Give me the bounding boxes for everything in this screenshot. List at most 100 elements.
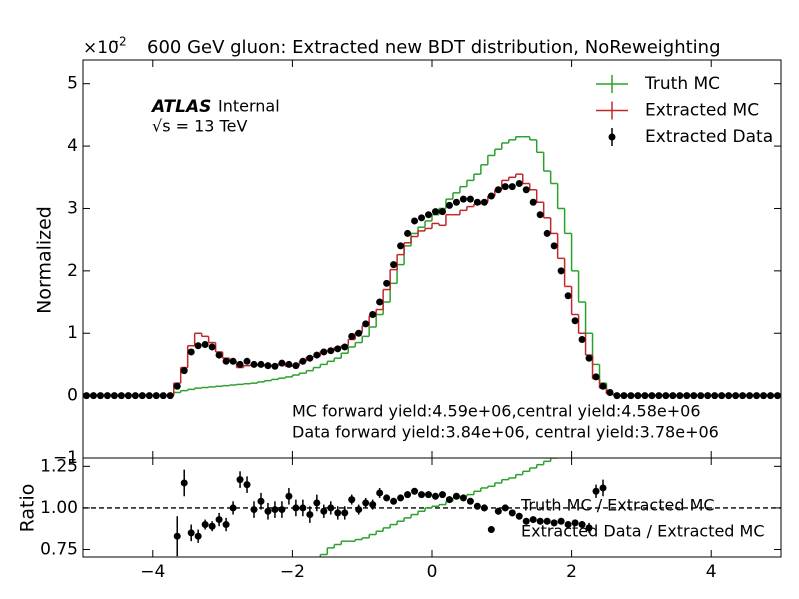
- data-point: [383, 494, 391, 502]
- data-point: [194, 532, 202, 540]
- data-point: [711, 392, 719, 400]
- data-point: [285, 492, 293, 500]
- data-point: [173, 532, 181, 540]
- data-point: [208, 343, 216, 351]
- legend-marker: [608, 133, 616, 141]
- data-point: [159, 392, 167, 400]
- data-point: [229, 504, 237, 512]
- data-point: [704, 392, 712, 400]
- x-tick-label: 2: [566, 562, 577, 582]
- data-point: [753, 392, 761, 400]
- mc-yield: MC forward yield:4.59e+06,central yield:…: [292, 402, 701, 421]
- data-point: [480, 504, 488, 512]
- multiplier-exponent: −2: [109, 35, 127, 49]
- data-point: [229, 357, 237, 365]
- data-point: [411, 217, 419, 225]
- data-point: [418, 491, 426, 499]
- data-point: [543, 229, 551, 237]
- data-point: [404, 491, 412, 499]
- labels: ×10 −2 600 GeV gluon: Extracted new BDT …: [17, 35, 782, 582]
- data-point: [257, 360, 265, 368]
- data-point: [425, 211, 433, 219]
- data-point: [487, 526, 495, 534]
- data-point: [522, 517, 530, 525]
- data-point: [278, 506, 286, 514]
- x-tick-label: −4: [140, 562, 165, 582]
- data-point: [466, 497, 474, 505]
- data-point: [271, 362, 279, 370]
- data-point: [508, 183, 516, 191]
- data-point: [299, 357, 307, 365]
- legend-label: Extracted MC: [645, 101, 759, 121]
- data-point: [187, 529, 195, 537]
- data-point: [515, 512, 523, 520]
- data-point: [243, 357, 251, 365]
- data-point: [564, 292, 572, 300]
- data-point: [585, 354, 593, 362]
- data-point: [487, 192, 495, 200]
- data-point: [445, 201, 453, 209]
- data-point: [355, 329, 363, 337]
- data-point: [404, 229, 412, 237]
- data-point: [459, 494, 467, 502]
- data-point: [655, 392, 663, 400]
- data-point: [180, 479, 188, 487]
- legend-entry: Extracted MC: [596, 101, 759, 121]
- x-tick-label: 4: [706, 562, 717, 582]
- data-point: [529, 198, 537, 206]
- data-point: [376, 298, 384, 306]
- data-yield: Data forward yield:3.84e+06, central yie…: [292, 423, 719, 442]
- data-point: [257, 497, 265, 505]
- data-point: [578, 335, 586, 343]
- data-point: [264, 507, 272, 515]
- data-point: [557, 267, 565, 275]
- data-point: [425, 491, 433, 499]
- data-point: [571, 519, 579, 527]
- data-point: [250, 360, 258, 368]
- data-point: [515, 180, 523, 188]
- data-point: [306, 511, 314, 519]
- data-point: [592, 487, 600, 495]
- data-point: [180, 367, 188, 375]
- y-tick-label: 0.75: [40, 540, 78, 560]
- y-tick-label: 4: [67, 136, 78, 156]
- main-panel: [83, 135, 781, 400]
- data-point: [390, 497, 398, 505]
- data-point: [173, 382, 181, 390]
- data-point: [152, 392, 160, 400]
- data-point: [599, 382, 607, 390]
- data-point: [494, 507, 502, 515]
- data-point: [732, 392, 740, 400]
- data-point: [536, 211, 544, 219]
- data-point: [348, 496, 356, 504]
- multiplier-base: ×10: [83, 38, 119, 58]
- data-point: [187, 348, 195, 356]
- ratio-label: Extracted Data / Extracted MC: [521, 522, 765, 541]
- data-point: [571, 317, 579, 325]
- data-point: [459, 195, 467, 203]
- data-point: [355, 506, 363, 514]
- data-point: [641, 392, 649, 400]
- data-point: [285, 360, 293, 368]
- data-point: [494, 186, 502, 194]
- data-point: [438, 208, 446, 216]
- data-point: [431, 492, 439, 500]
- data-point: [327, 504, 335, 512]
- data-point: [89, 392, 97, 400]
- legend-entry: Extracted Data: [608, 127, 773, 147]
- data-point: [103, 392, 111, 400]
- status-label: Internal: [218, 97, 280, 116]
- data-point: [550, 242, 558, 250]
- data-point: [376, 489, 384, 497]
- data-point: [145, 392, 153, 400]
- data-point: [313, 351, 321, 359]
- data-point: [292, 504, 300, 512]
- data-point: [334, 509, 342, 517]
- data-point: [690, 392, 698, 400]
- data-point: [662, 392, 670, 400]
- data-point: [522, 186, 530, 194]
- data-point: [166, 392, 174, 400]
- data-point: [215, 516, 223, 524]
- data-point: [201, 521, 209, 529]
- data-point: [362, 320, 370, 328]
